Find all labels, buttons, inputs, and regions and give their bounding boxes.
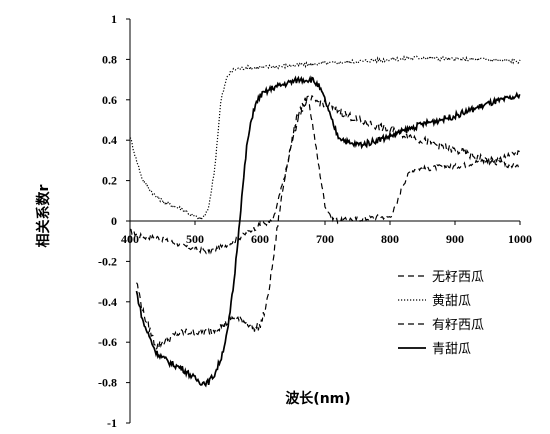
x-tick-label: 400 [121,232,139,246]
y-tick-label: 0.4 [102,133,117,147]
legend-label: 有籽西瓜 [432,318,484,333]
legend-label: 青甜瓜 [432,341,471,357]
series-line [129,55,521,222]
series-line [129,100,521,255]
x-tick-label: 600 [251,232,269,246]
y-tick-label: -0.6 [98,335,117,349]
y-tick-label: -0.4 [98,295,117,309]
y-tick-label: 0 [111,214,117,228]
y-tick-label: -0.8 [98,376,117,390]
legend-label: 无籽西瓜 [432,270,484,285]
y-tick-label: 0.2 [102,174,117,188]
x-tick-label: 500 [186,232,204,246]
x-tick-label: 1000 [508,232,532,246]
x-tick-label: 900 [446,232,464,246]
tick-layer: 1 0.8 0.6 0.4 0.2 0 -0.2 -0.4 -0.6 -0.8 -1 400 500 60… [98,12,532,430]
y-tick-label: 0.6 [102,93,117,107]
series-line [135,75,521,388]
x-tick-label: 700 [316,232,334,246]
x-tick-label: 800 [381,232,399,246]
y-tick-label: -1 [107,416,117,430]
legend-label: 黄甜瓜 [432,293,471,309]
series-line [136,94,521,351]
y-tick-label: -0.2 [98,254,117,268]
y-axis-title: 相关系数r [35,184,52,247]
y-tick-label: 0.8 [102,52,117,66]
x-axis-title: 波长(nm) [285,390,350,407]
y-tick-label: 1 [111,12,117,26]
series-layer [129,55,521,388]
